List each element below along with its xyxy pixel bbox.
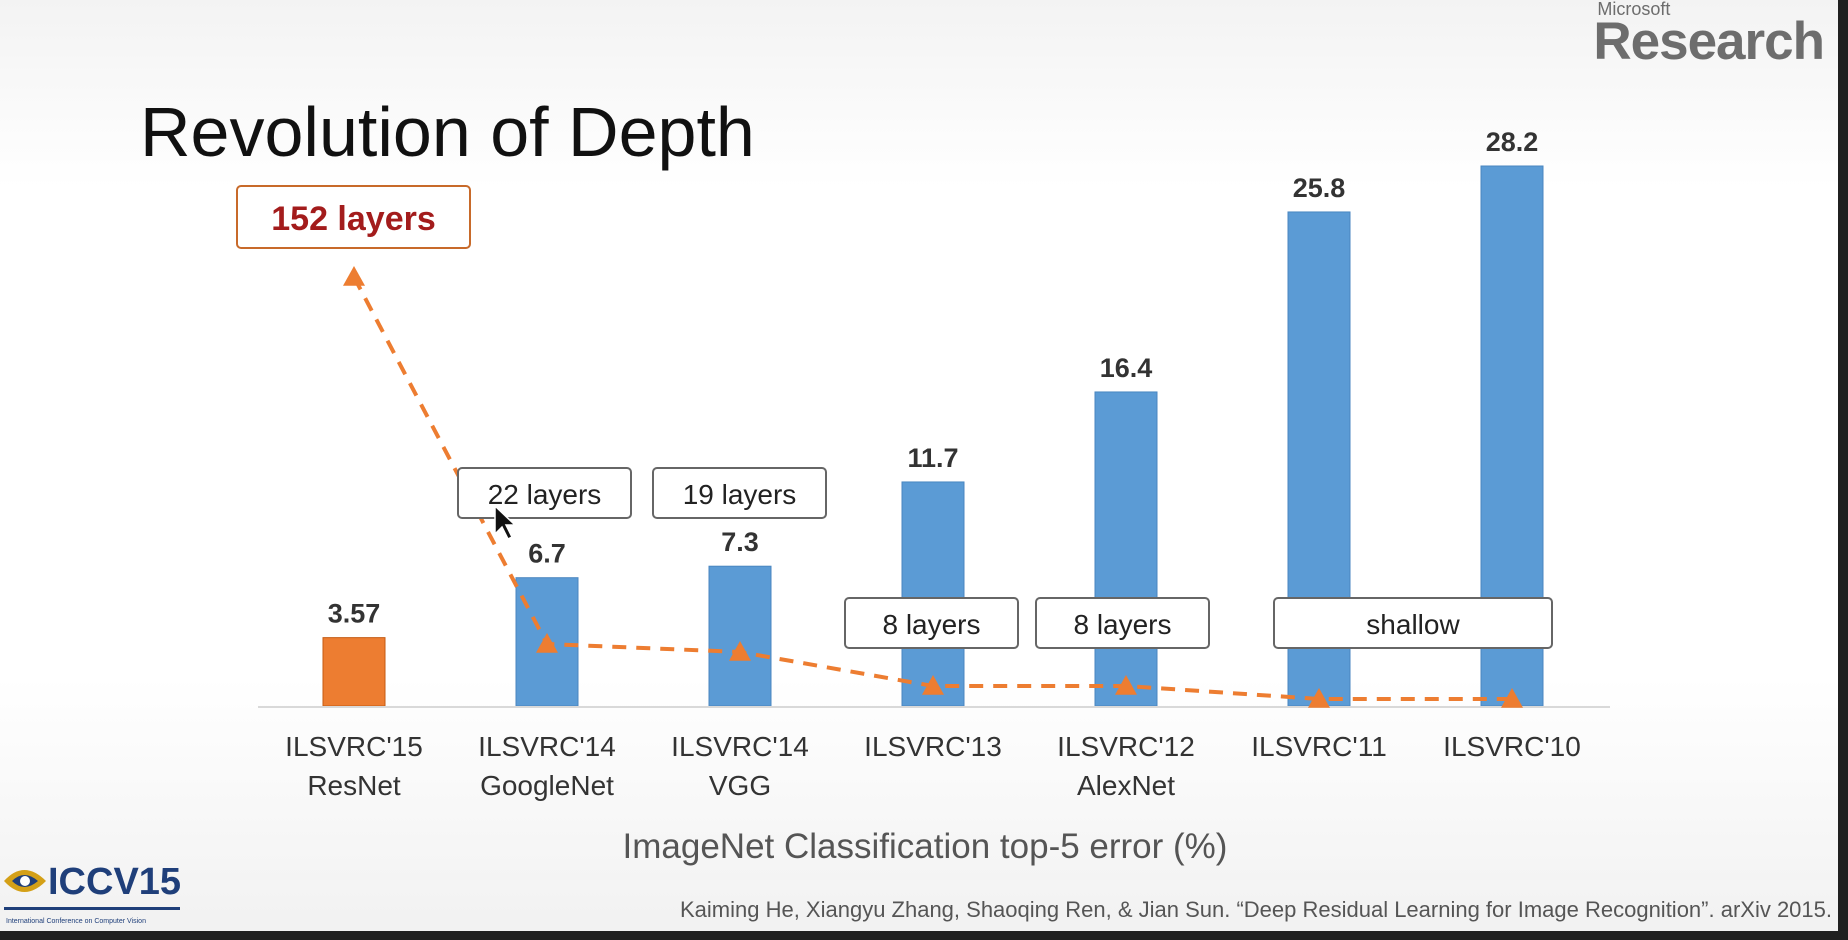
layer-label-box-3 xyxy=(844,597,1019,649)
iccv-eye-icon xyxy=(4,870,46,892)
category-label-5-0: ILSVRC'11 xyxy=(1251,731,1387,762)
value-label-1: 6.7 xyxy=(528,539,566,569)
x-axis-label: ImageNet Classification top-5 error (%) xyxy=(623,827,1228,866)
layer-label-box-4 xyxy=(1035,597,1210,649)
category-label-2-0: ILSVRC'14 xyxy=(671,731,809,762)
brand-small-text: Microsoft xyxy=(1597,0,1671,19)
depth-marker-0 xyxy=(343,266,365,286)
iccv15-logo: ICCV15 International Conference on Compu… xyxy=(2,857,184,929)
category-label-2-1: VGG xyxy=(709,770,771,801)
value-label-2: 7.3 xyxy=(721,527,759,557)
layer-label-text-3: 8 layers xyxy=(882,609,980,640)
value-label-6: 28.2 xyxy=(1486,127,1539,157)
frame-border-bottom xyxy=(0,931,1848,940)
category-label-0-0: ILSVRC'15 xyxy=(285,731,423,762)
category-label-4-0: ILSVRC'12 xyxy=(1057,731,1195,762)
category-label-0-1: ResNet xyxy=(307,770,401,801)
category-label-4-1: AlexNet xyxy=(1077,770,1175,801)
layer-labels-group: 152 layers 22 layers 19 layers 8 layers 8 la… xyxy=(236,185,1553,649)
layer-label-box-5 xyxy=(1273,597,1553,649)
category-label-1-1: GoogleNet xyxy=(480,770,614,801)
layer-label-text-1: 22 layers xyxy=(488,479,602,510)
depth-marker-5 xyxy=(1308,688,1330,708)
depth-marker-2 xyxy=(729,641,751,661)
depth-marker-6 xyxy=(1501,688,1523,708)
value-labels-group: 3.57 6.7 7.3 11.7 16.4 25.8 28.2 xyxy=(328,127,1539,629)
category-labels-group: ILSVRC'15 ResNet ILSVRC'14 GoogleNet ILSVRC'… xyxy=(285,731,1581,801)
bar-4 xyxy=(1094,391,1158,707)
slide-title: Revolution of Depth xyxy=(140,93,755,171)
category-label-6-0: ILSVRC'10 xyxy=(1443,731,1581,762)
value-label-0: 3.57 xyxy=(328,599,381,629)
depth-marker-3 xyxy=(922,675,944,695)
bar-2 xyxy=(708,565,772,707)
logo-text: ICCV15 xyxy=(48,861,181,903)
value-label-3: 11.7 xyxy=(907,443,958,473)
frame-border-right xyxy=(1838,0,1848,940)
layer-label-box-1 xyxy=(457,467,632,519)
depth-marker-1 xyxy=(536,633,558,653)
citation: Kaiming He, Xiangyu Zhang, Shaoqing Ren,… xyxy=(679,897,1832,922)
mouse-cursor-icon xyxy=(494,504,517,541)
layer-label-text-2: 19 layers xyxy=(683,479,797,510)
error-rate-chart: 3.57 6.7 7.3 11.7 16.4 25.8 28.2 ILSVRC'15 ResN… xyxy=(236,127,1610,866)
brand-big-text: Research xyxy=(1593,12,1825,71)
depth-line-group xyxy=(343,266,1523,708)
category-label-1-0: ILSVRC'14 xyxy=(478,731,616,762)
layer-label-text-0: 152 layers xyxy=(271,200,436,238)
layer-label-text-4: 8 layers xyxy=(1073,609,1171,640)
logo-subtext: International Conference on Computer Vis… xyxy=(6,918,146,925)
microsoft-research-logo: Microsoft Research xyxy=(1593,0,1825,71)
category-label-3-0: ILSVRC'13 xyxy=(864,731,1002,762)
layer-label-box-2 xyxy=(652,467,827,519)
depth-marker-4 xyxy=(1115,675,1137,695)
bar-3 xyxy=(901,481,965,707)
value-label-5: 25.8 xyxy=(1293,173,1346,203)
value-label-4: 16.4 xyxy=(1100,353,1153,383)
layer-label-box-0 xyxy=(236,185,471,249)
bar-0 xyxy=(322,637,386,707)
layer-label-text-5: shallow xyxy=(1366,609,1460,640)
